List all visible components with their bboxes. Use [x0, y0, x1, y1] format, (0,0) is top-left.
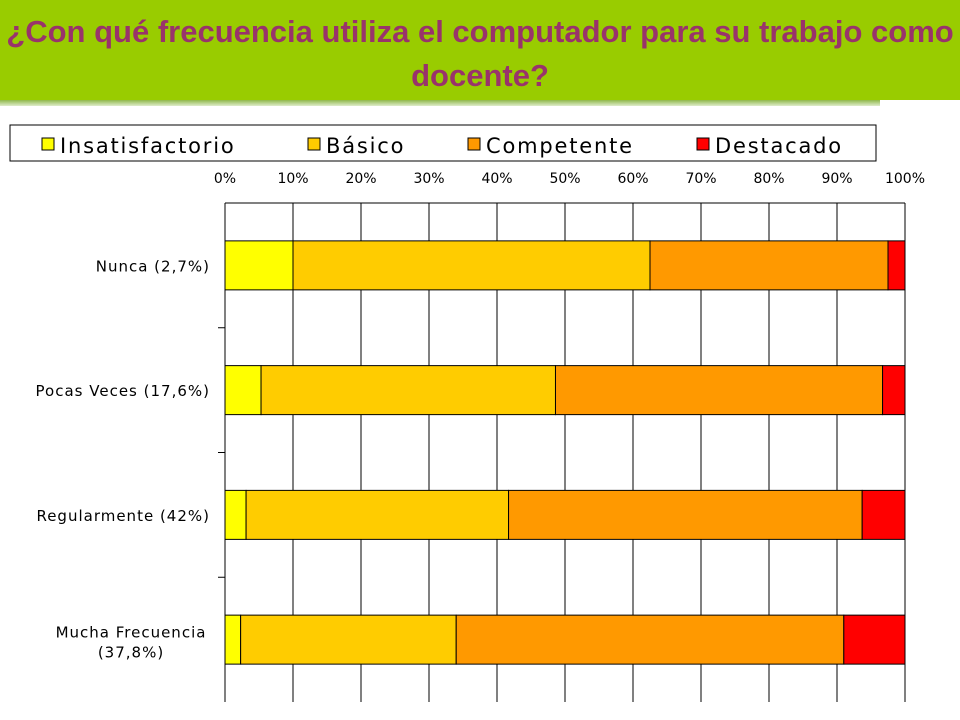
legend-swatch-destacado [696, 137, 710, 151]
x-tick-label: 100% [885, 171, 925, 187]
category-label: Nunca (2,7%) [96, 257, 210, 275]
bar-segment-destacado [882, 365, 906, 416]
x-axis-ticks: 0% 10% 20% 30% 40% 50% 60% 70% 80% 90% 100% [214, 171, 925, 187]
legend-label-destacado: Destacado [715, 134, 843, 158]
bar-segment-basico [245, 489, 510, 540]
x-tick-label: 30% [413, 171, 444, 187]
y-axis-categories: Nunca (2,7%) Pocas Veces (17,6%) Regularme… [36, 257, 210, 662]
bar-segment-insatisfactorio [224, 240, 294, 291]
legend-label-basico: Básico [326, 134, 405, 158]
chart-legend: Insatisfactorio Básico Competente Destacado [9, 124, 877, 162]
bar-segment-insatisfactorio [224, 489, 247, 540]
bar-segment-insatisfactorio [224, 614, 242, 665]
x-tick-label: 90% [821, 171, 852, 187]
x-tick-label: 50% [549, 171, 580, 187]
title-banner [0, 0, 960, 100]
legend-swatch-basico [307, 137, 321, 151]
bar-segment-competente [649, 240, 889, 291]
legend-swatch-competente [467, 137, 481, 151]
chart-title: ¿Con qué frecuencia utiliza el computado… [6, 14, 954, 93]
legend-label-competente: Competente [486, 134, 634, 158]
legend-label-insatisfactorio: Insatisfactorio [60, 134, 236, 158]
x-tick-label: 80% [753, 171, 784, 187]
x-tick-label: 20% [345, 171, 376, 187]
x-tick-label: 70% [685, 171, 716, 187]
x-tick-label: 40% [481, 171, 512, 187]
x-tick-label: 10% [277, 171, 308, 187]
x-tick-label: 0% [214, 171, 236, 187]
title-banner-shadow [0, 100, 880, 106]
category-label: Regularmente (42%) [36, 507, 210, 525]
bar-segment-destacado [843, 614, 906, 665]
category-label: Mucha Frecuencia [56, 624, 207, 642]
bar-segment-competente [455, 614, 845, 665]
bar-segment-basico [240, 614, 457, 665]
category-label: Pocas Veces (17,6%) [36, 382, 210, 400]
bar-segment-destacado [887, 240, 906, 291]
bar-segment-destacado [861, 489, 906, 540]
bar-segment-basico [260, 365, 556, 416]
x-tick-label: 60% [617, 171, 648, 187]
chart-bars [224, 240, 906, 665]
legend-swatch-insatisfactorio [41, 137, 55, 151]
category-label-line2: (37,8%) [98, 644, 164, 662]
bar-segment-insatisfactorio [224, 365, 262, 416]
legend-box [9, 124, 877, 162]
bar-segment-competente [554, 365, 884, 416]
bar-segment-basico [292, 240, 651, 291]
bar-segment-competente [508, 489, 863, 540]
